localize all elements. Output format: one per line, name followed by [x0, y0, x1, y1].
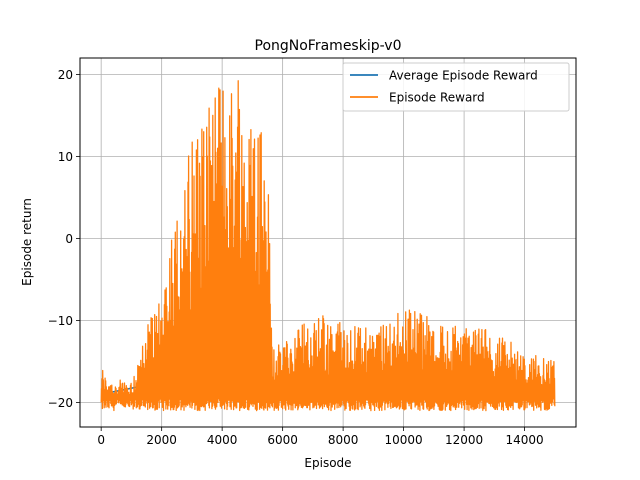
y-tick-label: −10 — [48, 314, 73, 328]
x-tick-label: 10000 — [385, 433, 423, 447]
plot-series — [100, 80, 556, 412]
y-tick-label: −20 — [48, 396, 73, 410]
y-tick-label: 10 — [58, 150, 73, 164]
axis-ticks: 0 2000 4000 6000 8000 10000 12000 14000 −20 −10 0 1… — [48, 68, 544, 447]
series-line-episode-reward — [100, 80, 556, 412]
x-tick-label: 14000 — [505, 433, 543, 447]
y-tick-label: 0 — [65, 232, 73, 246]
chart-title: PongNoFrameskip-v0 — [255, 38, 402, 54]
x-axis-label: Episode — [304, 456, 351, 470]
x-tick-label: 2000 — [146, 433, 177, 447]
plot-frame — [79, 57, 577, 428]
x-tick-label: 6000 — [267, 433, 298, 447]
legend-box — [342, 62, 570, 112]
legend-label-episode-reward: Episode Reward — [389, 91, 485, 105]
x-tick-label: 12000 — [445, 433, 483, 447]
x-tick-label: 0 — [97, 433, 105, 447]
x-tick-label: 8000 — [328, 433, 359, 447]
x-tick-label: 4000 — [207, 433, 238, 447]
y-tick-label: 20 — [58, 68, 73, 82]
legend: Average Episode Reward Episode Reward — [342, 62, 570, 112]
legend-label-average-episode-reward: Average Episode Reward — [389, 69, 538, 83]
y-axis-label: Episode return — [20, 198, 34, 286]
